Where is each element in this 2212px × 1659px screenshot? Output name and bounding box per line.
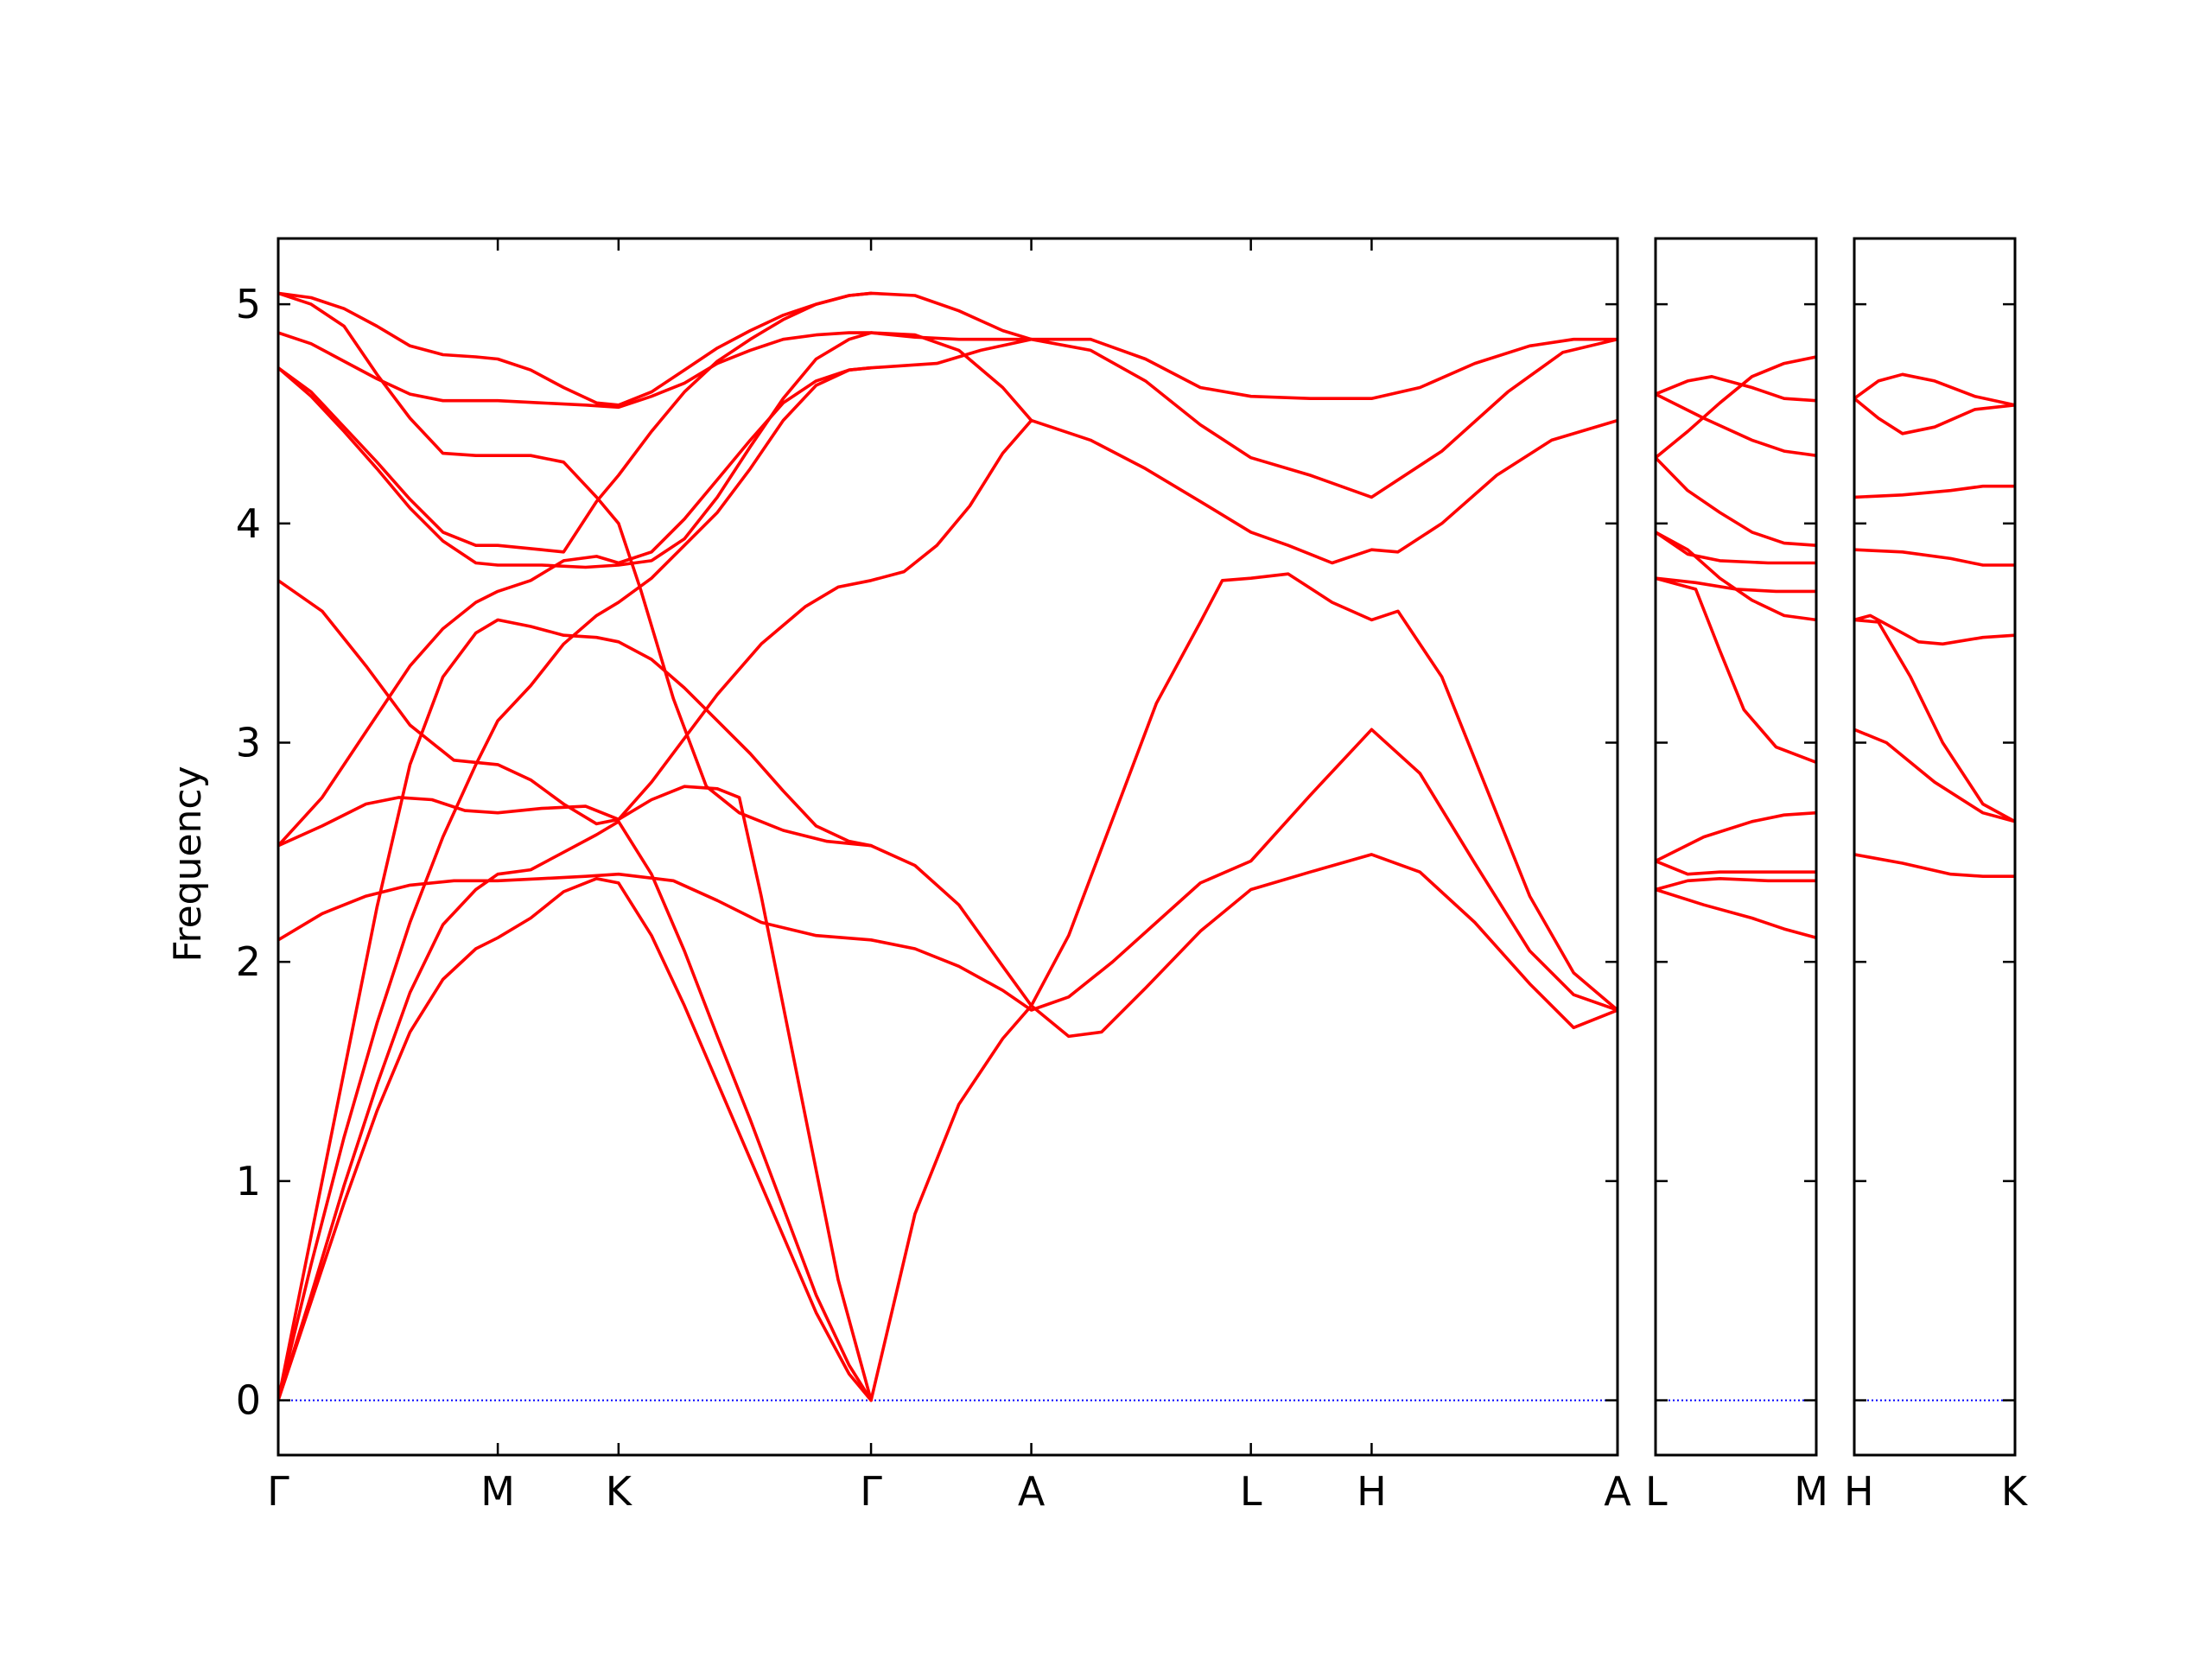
band-line [1854,484,2015,499]
band-line [278,572,1618,1402]
panel-plot-area [1854,372,2015,1402]
panel-main: Γ M K Γ A L H A 0 1 2 3 4 5 [236,237,1631,1515]
y-tick-label: 3 [236,719,261,766]
band-line [278,331,1033,410]
y-axis-label: Frequency [166,766,210,962]
band-line [1656,531,1816,565]
panel-frame [1654,237,1818,1457]
band-line [1656,877,1816,892]
band-line [278,877,873,1402]
band-line [1656,576,1816,765]
band-line [1656,375,1816,403]
band-line [278,291,873,848]
band-line [1656,859,1816,876]
x-tick-label: K [606,1468,633,1515]
band-line [278,820,873,1402]
panel-plot-area [1656,355,1816,1402]
y-tick-label: 2 [236,938,261,985]
band-line [1656,531,1816,622]
band-line [1854,613,2015,646]
band-line [278,618,1618,1402]
band-line [1656,455,1816,547]
panel-frame [276,237,1619,1457]
band-line [278,418,1618,826]
band-line [1854,397,2015,435]
band-line [1854,372,2015,407]
band-line [1854,728,2015,823]
x-tick-label: M [1794,1468,1828,1515]
band-line [278,728,1618,1012]
band-line [278,365,873,848]
x-tick-label: Γ [860,1468,882,1515]
band-line [1656,355,1816,460]
band-line [1656,887,1816,940]
band-line [278,291,873,407]
x-tick-label: H [1357,1468,1387,1515]
x-tick-label: L [1645,1468,1668,1515]
band-line [278,337,1618,1402]
x-tick-label: A [1018,1468,1046,1515]
band-line [1854,853,2015,878]
y-tick-label: 5 [236,281,261,327]
x-tick-label: M [480,1468,515,1515]
x-tick-label: K [2001,1468,2029,1515]
band-line [1656,810,1816,863]
y-tick-label: 4 [236,500,261,547]
band-line [1854,548,2015,567]
panel-frame [1853,237,2017,1457]
x-tick-label: H [1844,1468,1874,1515]
y-tick-label: 1 [236,1158,261,1205]
x-tick-label: L [1240,1468,1262,1515]
y-tick-label: 0 [236,1377,261,1424]
x-tick-label: Γ [267,1468,289,1515]
panel-plot-area [278,291,1618,1402]
x-tick-label: A [1604,1468,1631,1515]
band-line [1656,392,1816,457]
band-line [1854,618,2015,823]
